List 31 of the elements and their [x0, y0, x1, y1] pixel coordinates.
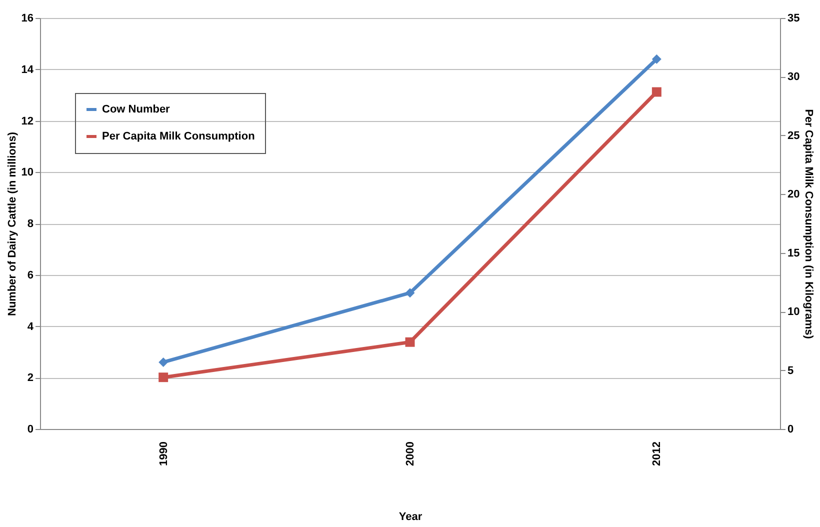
- x-axis-title: Year: [398, 510, 423, 523]
- y-tick-label: 8: [27, 218, 34, 230]
- y-axis-title: Number of Dairy Cattle (in millions): [6, 132, 18, 316]
- y-tick-label: 16: [21, 12, 34, 24]
- legend-label: Per Capita Milk Consumption: [102, 130, 256, 142]
- point: [405, 288, 415, 298]
- y-tick-label: 6: [27, 269, 34, 282]
- x-tick-label: 2000: [404, 442, 416, 466]
- point: [158, 357, 168, 367]
- y2-tick-label: 25: [788, 130, 800, 142]
- point: [652, 87, 662, 97]
- x-tick-label: 1990: [158, 442, 170, 466]
- y2-tick-label: 30: [788, 71, 800, 84]
- point: [652, 54, 662, 64]
- y2-tick-label: 15: [788, 247, 800, 260]
- point: [405, 337, 415, 347]
- y-tick-label: 0: [27, 424, 34, 436]
- y2-axis-title: Per Capita Milk Consumption (in Kilograms): [802, 109, 815, 340]
- x-tick-label: 2012: [651, 442, 664, 466]
- y2-tick-label: 5: [788, 364, 794, 377]
- y-tick-label: 14: [21, 64, 34, 76]
- y2-tick-label: 20: [788, 188, 800, 201]
- y2-tick-label: 0: [788, 424, 794, 436]
- y-tick-label: 10: [21, 166, 34, 179]
- y2-tick-label: 35: [788, 12, 800, 24]
- y-tick-label: 12: [21, 115, 34, 128]
- point: [158, 372, 168, 382]
- y-tick-label: 2: [27, 372, 34, 384]
- legend-label: Cow Number: [102, 104, 171, 116]
- y2-tick-label: 10: [788, 306, 800, 318]
- y-tick-label: 4: [27, 320, 34, 333]
